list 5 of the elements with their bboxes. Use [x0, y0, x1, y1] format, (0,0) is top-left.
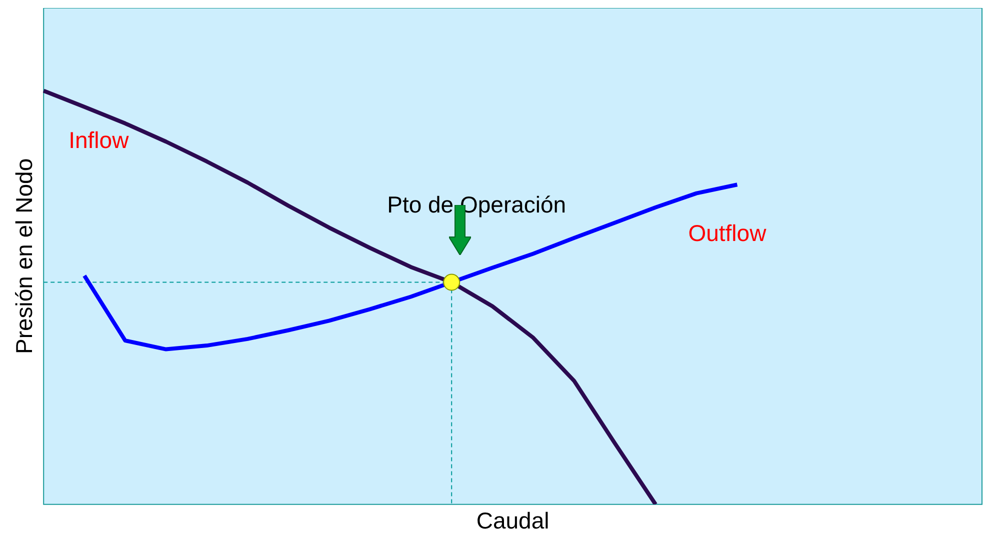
y-axis-title: Presión en el Nodo: [11, 158, 38, 354]
x-axis-title: Caudal: [476, 508, 550, 534]
annotation: Pto de Operación: [387, 191, 566, 218]
series-label: Inflow: [68, 127, 130, 154]
series-label: Outflow: [688, 220, 767, 246]
